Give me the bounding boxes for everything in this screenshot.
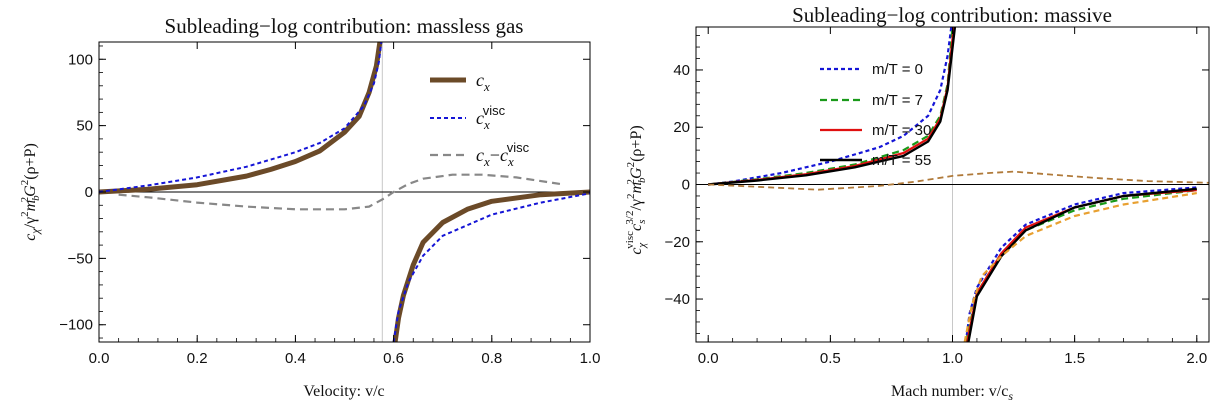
right-series-1-segment-1 [964, 189, 1197, 342]
legend-label-mT55: m/T = 55 [872, 152, 931, 169]
left-ytick-label: 50 [76, 118, 93, 135]
right-xtick-label: 1.5 [1064, 350, 1085, 367]
right-ylabel: cχvisccs3/2/γ2mb2G2(ρ+P) [624, 125, 648, 254]
right-ytick-label: 40 [673, 62, 690, 79]
legend-label-cx-minus-visc: cx−cxvisc [476, 140, 530, 169]
left-legend: cx cxvisc cx−cxvisc [430, 70, 530, 169]
left-xtick-label: 0.0 [89, 350, 110, 367]
left-xtick-label: 0.4 [285, 350, 306, 367]
left-chart: Subleading−log contribution: massless ga… [19, 14, 600, 400]
legend-label-mT30: m/T = 30 [872, 122, 931, 139]
left-series-1-segment-1 [392, 192, 590, 342]
right-series-3-segment-1 [967, 187, 1197, 342]
left-ytick-label: 0 [85, 184, 93, 201]
legend-label-mT0: m/T = 0 [872, 61, 923, 78]
left-ytick-label: 100 [68, 51, 93, 68]
left-ytick-label: −50 [68, 250, 93, 267]
right-series-5-segment-0 [963, 192, 1197, 342]
left-series-0-segment-0 [99, 42, 383, 195]
right-ytick-label: −20 [665, 234, 690, 251]
left-xtick-label: 1.0 [580, 350, 601, 367]
right-title: Subleading−log contribution: massive [792, 3, 1112, 27]
left-series-0-segment-1 [392, 189, 590, 342]
legend-label-mT7: m/T = 7 [872, 92, 923, 109]
left-title: Subleading−log contribution: massless ga… [165, 14, 524, 38]
right-xtick-label: 0.5 [820, 350, 841, 367]
right-ytick-label: −40 [665, 291, 690, 308]
left-ytick-label: −100 [59, 317, 93, 334]
left-series-1-segment-0 [99, 42, 383, 193]
right-series-2-segment-1 [966, 189, 1197, 342]
left-xtick-label: 0.2 [187, 350, 208, 367]
right-xtick-label: 1.0 [942, 350, 963, 367]
right-xtick-label: 0.0 [698, 350, 719, 367]
left-xtick-label: 0.6 [383, 350, 404, 367]
left-xtick-label: 0.8 [481, 350, 502, 367]
right-series-3-segment-0 [708, 27, 957, 186]
right-series-0-segment-0 [708, 27, 953, 186]
right-ytick-label: 20 [673, 119, 690, 136]
right-xlabel: Mach number: v/cs [891, 383, 1013, 403]
left-ylabel: cχ/γ2mb2G2(ρ+P) [19, 143, 42, 241]
right-ytick-label: 0 [682, 177, 690, 194]
right-series-1-segment-0 [708, 27, 954, 186]
legend-label-cx: cx [476, 70, 490, 94]
right-chart: Subleading−log contribution: massive 0.0… [624, 3, 1210, 403]
right-series-0-segment-1 [964, 186, 1197, 342]
right-xtick-label: 2.0 [1186, 350, 1207, 367]
left-xlabel: Velocity: v/c [303, 383, 384, 400]
right-legend: m/T = 0 m/T = 7 m/T = 30 m/T = 55 [820, 61, 931, 169]
left-series-2-segment-0 [118, 173, 561, 211]
right-series-4-segment-0 [708, 170, 1209, 191]
legend-label-cx-visc: cxvisc [476, 103, 506, 132]
